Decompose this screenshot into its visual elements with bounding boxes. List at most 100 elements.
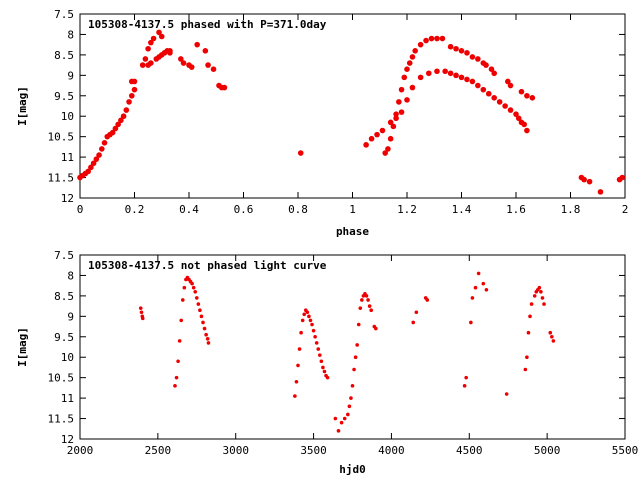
data-point bbox=[507, 107, 514, 113]
y-tick-label: 9.5 bbox=[54, 331, 74, 344]
data-point bbox=[101, 140, 108, 146]
phased-light-curve-chart: 0 0.2 0.4 0.6 0.8 1 1.2 1.4 1.6 1.8 2 7.5 8 8.5 9 9.5 10… bbox=[16, 8, 628, 238]
data-point bbox=[529, 302, 534, 306]
y-tick-label: 8.5 bbox=[54, 290, 74, 303]
y-tick-label: 10 bbox=[61, 351, 74, 364]
data-point bbox=[316, 347, 321, 351]
data-point bbox=[464, 76, 470, 83]
data-point bbox=[458, 74, 465, 81]
y-tick-label: 8.5 bbox=[54, 49, 74, 62]
data-point bbox=[404, 97, 410, 103]
data-point bbox=[409, 84, 416, 91]
data-point bbox=[120, 113, 127, 120]
data-point bbox=[112, 125, 119, 132]
data-point bbox=[342, 416, 347, 421]
y-axis-label: I[mag] bbox=[16, 86, 29, 126]
data-point bbox=[318, 353, 322, 357]
data-points bbox=[138, 271, 556, 433]
x-tick-label: 3000 bbox=[222, 444, 249, 457]
data-point bbox=[99, 146, 105, 152]
data-point bbox=[390, 123, 397, 130]
data-point bbox=[586, 178, 593, 185]
data-point bbox=[453, 72, 459, 79]
data-point bbox=[475, 82, 481, 89]
data-point bbox=[182, 285, 187, 290]
data-point bbox=[167, 50, 173, 56]
x-tick-label: 4500 bbox=[456, 444, 483, 457]
data-point bbox=[401, 74, 408, 81]
data-point bbox=[414, 310, 419, 315]
y-tick-label: 12 bbox=[61, 433, 74, 446]
data-point bbox=[297, 347, 302, 351]
data-point bbox=[194, 296, 199, 300]
data-point bbox=[205, 62, 211, 68]
y-tick-label: 11 bbox=[61, 392, 74, 405]
data-point bbox=[350, 384, 355, 388]
data-point bbox=[148, 60, 154, 66]
data-point bbox=[515, 115, 522, 122]
data-point bbox=[496, 99, 503, 105]
x-tick-label: 1 bbox=[349, 203, 356, 216]
data-point bbox=[398, 86, 405, 93]
data-point bbox=[188, 64, 195, 70]
data-point bbox=[156, 29, 162, 36]
data-point bbox=[491, 70, 498, 77]
data-point bbox=[319, 359, 324, 364]
data-point bbox=[321, 365, 325, 370]
axis-ticks: 2000 2500 3000 3500 4000 4500 5000 5500 7.5 8 8.5 9… bbox=[48, 249, 639, 457]
data-point bbox=[550, 334, 554, 339]
data-point bbox=[409, 54, 416, 60]
x-tick-label: 2000 bbox=[67, 444, 94, 457]
x-axis-label: phase bbox=[336, 225, 369, 238]
data-point bbox=[85, 168, 91, 175]
data-point bbox=[308, 318, 313, 323]
data-point bbox=[201, 320, 205, 325]
y-tick-label: 10 bbox=[61, 110, 74, 123]
data-point bbox=[524, 92, 530, 99]
x-tick-label: 2500 bbox=[145, 444, 172, 457]
data-point bbox=[123, 107, 130, 113]
data-point bbox=[204, 332, 208, 337]
data-point bbox=[542, 302, 546, 306]
data-point bbox=[294, 379, 299, 384]
data-point bbox=[529, 95, 536, 101]
x-tick-label: 0.2 bbox=[125, 203, 145, 216]
data-point bbox=[314, 341, 319, 345]
data-point bbox=[139, 62, 146, 68]
data-point bbox=[369, 308, 373, 313]
data-point bbox=[145, 45, 151, 52]
data-point bbox=[88, 164, 94, 171]
data-point bbox=[476, 271, 481, 276]
data-point bbox=[313, 334, 317, 339]
data-point bbox=[221, 84, 228, 91]
data-point bbox=[505, 78, 511, 85]
data-point bbox=[297, 150, 304, 156]
data-point bbox=[488, 66, 495, 72]
data-point bbox=[483, 62, 489, 68]
data-point bbox=[462, 384, 467, 388]
y-tick-label: 10.5 bbox=[48, 372, 75, 385]
x-tick-label: 5500 bbox=[612, 444, 639, 457]
data-point bbox=[322, 369, 327, 374]
data-point bbox=[352, 367, 356, 372]
data-point bbox=[404, 66, 410, 72]
y-tick-label: 7.5 bbox=[54, 249, 74, 262]
data-point bbox=[426, 70, 432, 77]
y-tick-label: 11 bbox=[61, 151, 74, 164]
data-point bbox=[180, 298, 185, 302]
data-point bbox=[148, 39, 154, 46]
data-point bbox=[118, 117, 124, 124]
data-point bbox=[411, 320, 416, 325]
data-point bbox=[109, 129, 116, 136]
data-point bbox=[307, 314, 311, 319]
data-point bbox=[469, 78, 476, 85]
data-point bbox=[526, 330, 531, 335]
data-point bbox=[434, 68, 440, 75]
data-point bbox=[180, 60, 187, 66]
data-point bbox=[442, 68, 448, 75]
y-tick-label: 7.5 bbox=[54, 8, 74, 21]
data-point bbox=[551, 339, 556, 343]
data-point bbox=[194, 41, 200, 48]
data-point bbox=[469, 54, 476, 60]
data-point bbox=[356, 322, 361, 327]
